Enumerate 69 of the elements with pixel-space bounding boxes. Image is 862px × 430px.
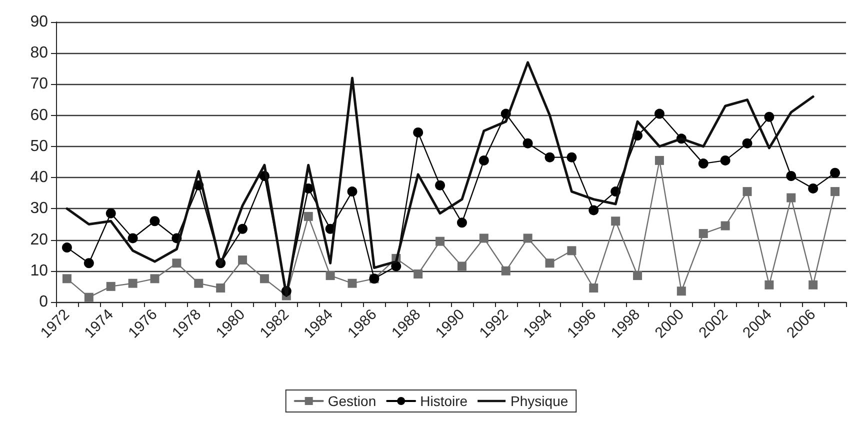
y-tick-label: 30 (30, 200, 48, 218)
point (62, 242, 72, 253)
point (611, 216, 620, 226)
point (786, 193, 796, 202)
point (62, 274, 72, 284)
point (304, 212, 313, 221)
point (238, 256, 248, 264)
point (478, 155, 489, 166)
point (808, 183, 818, 194)
point (567, 246, 576, 256)
point (435, 180, 446, 190)
point (676, 286, 686, 296)
point (589, 284, 598, 292)
point (764, 280, 774, 290)
point (742, 187, 752, 196)
point (128, 278, 138, 288)
point (216, 284, 226, 292)
point (786, 171, 796, 181)
point (414, 270, 423, 278)
point (436, 236, 445, 246)
legend-label: Histoire (420, 393, 468, 409)
point (172, 258, 182, 268)
point (830, 168, 840, 178)
point (720, 221, 730, 230)
legend-label: Gestion (328, 393, 376, 409)
point (238, 224, 248, 234)
y-tick-label: 40 (30, 169, 48, 186)
point (501, 266, 510, 276)
point (588, 205, 599, 216)
point (194, 278, 204, 288)
point (522, 138, 533, 148)
point (457, 262, 466, 271)
point (698, 158, 708, 169)
point (523, 234, 532, 243)
y-tick-label: 0 (39, 294, 48, 310)
y-tick-label: 60 (30, 106, 48, 124)
point (260, 274, 269, 284)
y-tick-label: 90 (30, 14, 48, 30)
point (106, 208, 116, 218)
point (742, 138, 752, 148)
point (808, 280, 818, 290)
y-tick-label: 80 (30, 44, 48, 62)
legend-label: Physique (510, 393, 568, 409)
point (698, 229, 708, 238)
point (633, 271, 642, 280)
point (456, 218, 467, 228)
point (84, 292, 94, 302)
y-tick-label: 20 (30, 231, 48, 248)
point (106, 282, 116, 291)
point (720, 155, 730, 166)
point (128, 233, 138, 244)
point (830, 187, 840, 196)
point (326, 271, 335, 280)
point (150, 274, 160, 284)
point (544, 152, 555, 162)
point (654, 156, 664, 165)
y-tick-label: 70 (30, 76, 48, 93)
y-tick-label: 50 (30, 138, 48, 155)
point (150, 216, 160, 226)
point (347, 186, 358, 197)
point (545, 258, 554, 268)
point (566, 152, 577, 162)
y-tick-label: 10 (30, 262, 48, 280)
point (479, 234, 488, 243)
point (413, 127, 424, 138)
point (654, 108, 664, 119)
point (764, 112, 774, 122)
point (348, 278, 357, 288)
point (84, 258, 94, 268)
